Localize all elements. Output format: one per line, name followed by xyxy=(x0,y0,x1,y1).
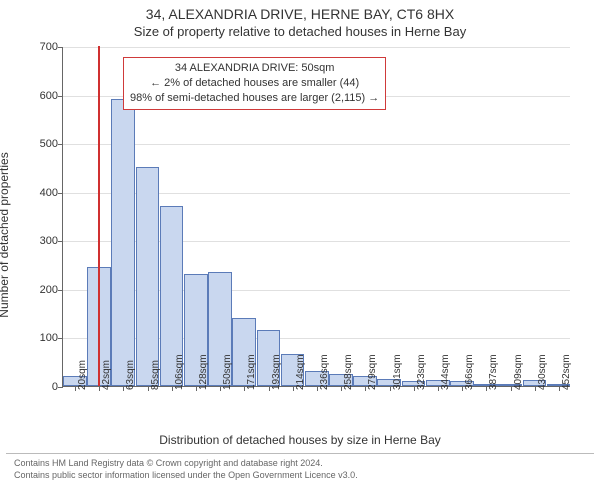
ytick-mark xyxy=(58,241,63,242)
xtick-label: 452sqm xyxy=(561,354,572,390)
xtick-mark xyxy=(511,386,512,391)
xtick-mark xyxy=(559,386,560,391)
reference-line xyxy=(98,46,100,386)
xtick-mark xyxy=(535,386,536,391)
x-axis-label: Distribution of detached houses by size … xyxy=(0,433,600,447)
reference-annotation: 34 ALEXANDRIA DRIVE: 50sqm ← 2% of detac… xyxy=(123,57,386,110)
ytick-mark xyxy=(58,47,63,48)
ytick-label: 600 xyxy=(18,90,58,102)
xtick-mark xyxy=(390,386,391,391)
ytick-mark xyxy=(58,96,63,97)
chart-container: Number of detached properties 20sqm42sqm… xyxy=(0,39,600,431)
xtick-mark xyxy=(269,386,270,391)
page-title: 34, ALEXANDRIA DRIVE, HERNE BAY, CT6 8HX xyxy=(0,6,600,22)
y-axis-label: Number of detached properties xyxy=(0,152,11,317)
gridline xyxy=(63,47,570,48)
xtick-mark xyxy=(75,386,76,391)
ytick-mark xyxy=(58,290,63,291)
xtick-mark xyxy=(462,386,463,391)
xtick-mark xyxy=(196,386,197,391)
ytick-label: 400 xyxy=(18,187,58,199)
footer-line-2: Contains public sector information licen… xyxy=(14,470,586,482)
plot-area: 20sqm42sqm63sqm85sqm106sqm128sqm150sqm17… xyxy=(62,47,570,387)
ytick-label: 700 xyxy=(18,41,58,53)
xtick-mark xyxy=(414,386,415,391)
page-subtitle: Size of property relative to detached ho… xyxy=(0,24,600,39)
xtick-mark xyxy=(172,386,173,391)
ytick-label: 200 xyxy=(18,284,58,296)
annotation-line-3: 98% of semi-detached houses are larger (… xyxy=(130,91,379,106)
footer: Contains HM Land Registry data © Crown c… xyxy=(6,453,594,481)
footer-line-1: Contains HM Land Registry data © Crown c… xyxy=(14,458,586,470)
ytick-label: 100 xyxy=(18,332,58,344)
ytick-mark xyxy=(58,144,63,145)
ytick-label: 0 xyxy=(18,381,58,393)
ytick-mark xyxy=(58,193,63,194)
xtick-mark xyxy=(148,386,149,391)
histogram-bar xyxy=(136,167,160,386)
gridline xyxy=(63,144,570,145)
ytick-mark xyxy=(58,387,63,388)
xtick-mark xyxy=(293,386,294,391)
ytick-mark xyxy=(58,338,63,339)
ytick-label: 500 xyxy=(18,138,58,150)
ytick-label: 300 xyxy=(18,235,58,247)
histogram-bar xyxy=(111,99,135,386)
xtick-mark xyxy=(438,386,439,391)
annotation-line-1: 34 ALEXANDRIA DRIVE: 50sqm xyxy=(130,61,379,76)
annotation-line-2: ← 2% of detached houses are smaller (44) xyxy=(130,76,379,91)
xtick-mark xyxy=(317,386,318,391)
